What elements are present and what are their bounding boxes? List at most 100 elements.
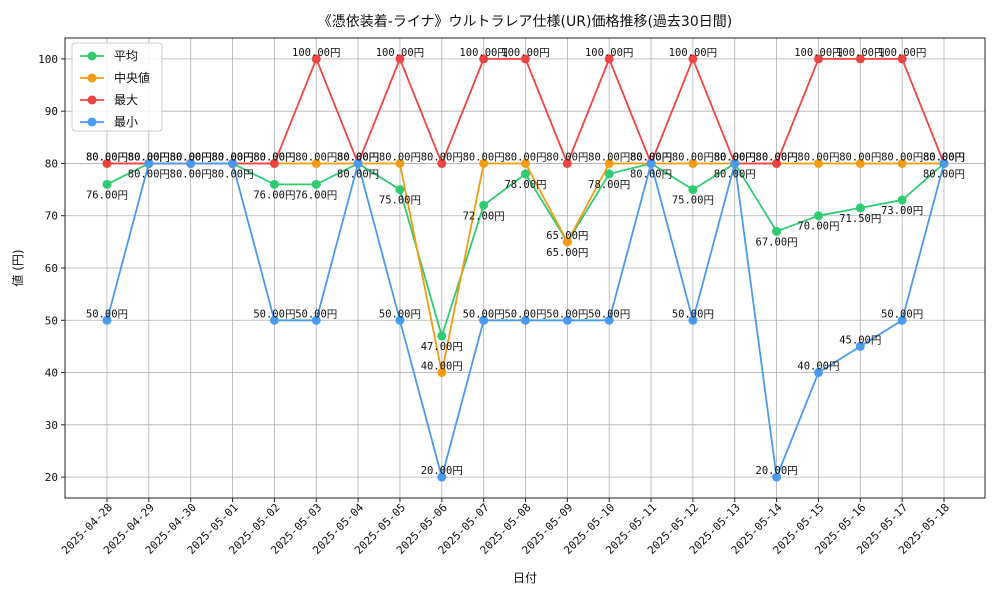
- data-label: 50.00円: [588, 308, 630, 320]
- data-point: [269, 179, 279, 189]
- data-label: 73.00円: [881, 205, 923, 217]
- data-label: 80.00円: [923, 151, 965, 163]
- data-point: [562, 315, 572, 325]
- data-point: [437, 331, 447, 341]
- y-tick-label: 50: [45, 314, 58, 327]
- data-point: [521, 158, 530, 168]
- y-tick-label: 90: [45, 105, 58, 118]
- data-label: 50.00円: [881, 308, 923, 320]
- legend-swatch-marker: [87, 73, 97, 83]
- data-label: 100.00円: [459, 47, 507, 59]
- tick-layer: 20304050607080901002025-04-282025-04-292…: [38, 53, 952, 557]
- data-point: [730, 158, 740, 168]
- data-point: [688, 54, 698, 64]
- legend-swatch-marker: [87, 117, 97, 127]
- data-label: 80.00円: [128, 151, 170, 163]
- data-label: 80.00円: [463, 151, 505, 163]
- y-tick-label: 80: [45, 157, 58, 170]
- data-label: 80.00円: [211, 151, 253, 163]
- data-label: 80.00円: [588, 151, 630, 163]
- data-point: [311, 179, 321, 189]
- data-point: [395, 158, 405, 168]
- data-point: [102, 179, 112, 189]
- data-label: 76.00円: [295, 189, 337, 201]
- data-label: 80.00円: [337, 168, 379, 180]
- data-label: 78.00円: [588, 179, 630, 191]
- grid-layer: [65, 38, 985, 498]
- data-point: [521, 169, 530, 179]
- data-label: 100.00円: [836, 47, 884, 59]
- data-point: [437, 472, 447, 482]
- legend-label: 最大: [114, 93, 138, 107]
- data-point: [897, 315, 907, 325]
- data-point: [269, 315, 279, 325]
- data-label: 80.00円: [630, 151, 672, 163]
- data-label: 80.00円: [86, 151, 128, 163]
- data-label: 80.00円: [714, 151, 756, 163]
- data-point: [646, 158, 656, 168]
- data-point: [604, 169, 614, 179]
- y-tick-label: 100: [38, 53, 58, 66]
- data-point: [897, 54, 907, 64]
- data-label: 80.00円: [337, 151, 379, 163]
- data-label: 100.00円: [585, 47, 633, 59]
- data-point: [855, 203, 865, 213]
- data-point: [395, 315, 405, 325]
- data-label: 80.00円: [337, 151, 379, 163]
- data-point: [521, 315, 530, 325]
- data-label: 80.00円: [923, 168, 965, 180]
- data-label: 67.00円: [756, 236, 798, 248]
- data-label: 100.00円: [878, 47, 926, 59]
- data-label: 80.00円: [756, 151, 798, 163]
- data-point: [772, 226, 782, 236]
- data-label: 50.00円: [295, 308, 337, 320]
- data-label: 80.00円: [295, 151, 337, 163]
- data-label: 80.00円: [546, 151, 588, 163]
- data-label: 100.00円: [292, 47, 340, 59]
- data-point: [395, 54, 405, 64]
- legend-swatch-marker: [87, 95, 97, 105]
- data-point: [688, 315, 698, 325]
- data-label: 75.00円: [379, 195, 421, 207]
- data-point: [479, 200, 489, 210]
- data-label: 80.00円: [756, 151, 798, 163]
- data-label: 80.00円: [379, 151, 421, 163]
- chart-title: 《憑依装着-ライナ》ウルトラレア仕様(UR)価格推移(過去30日間): [318, 14, 732, 30]
- data-label: 100.00円: [794, 47, 842, 59]
- data-label: 47.00円: [421, 341, 463, 353]
- data-label: 80.00円: [839, 151, 881, 163]
- data-label: 80.00円: [253, 151, 295, 163]
- data-label: 80.00円: [211, 168, 253, 180]
- data-point: [604, 315, 614, 325]
- legend-box: [71, 42, 163, 132]
- y-tick-label: 70: [45, 210, 58, 223]
- data-label: 80.00円: [170, 151, 212, 163]
- data-label: 80.00円: [421, 151, 463, 163]
- data-point: [479, 54, 489, 64]
- data-label: 80.00円: [170, 168, 212, 180]
- data-point: [897, 158, 907, 168]
- data-label: 75.00円: [672, 195, 714, 207]
- y-tick-label: 60: [45, 262, 58, 275]
- data-point: [813, 54, 823, 64]
- x-axis-label: 日付: [513, 571, 537, 585]
- data-label: 76.00円: [253, 189, 295, 201]
- data-point: [353, 158, 363, 168]
- data-point: [311, 54, 321, 64]
- legend-label: 平均: [114, 49, 138, 63]
- data-point: [939, 158, 949, 168]
- data-label: 71.50円: [839, 213, 881, 225]
- data-point: [186, 158, 196, 168]
- data-point: [897, 195, 907, 205]
- data-point: [855, 158, 865, 168]
- data-label: 50.00円: [253, 308, 295, 320]
- data-label: 80.00円: [211, 151, 253, 163]
- data-label: 80.00円: [128, 151, 170, 163]
- data-label: 80.00円: [714, 151, 756, 163]
- data-point: [395, 185, 405, 195]
- data-label: 20.00円: [756, 465, 798, 477]
- legend-label: 最小: [114, 115, 138, 129]
- data-label: 80.00円: [881, 151, 923, 163]
